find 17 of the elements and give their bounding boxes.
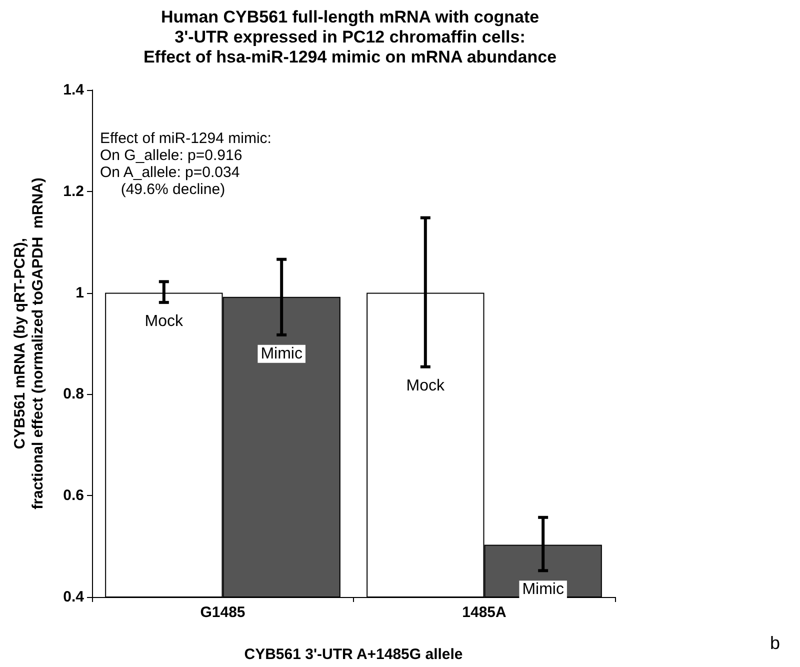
- y-tick-label: 1.2: [63, 182, 84, 200]
- y-tick-label: 0.6: [63, 487, 84, 504]
- text: Mimic: [260, 345, 302, 362]
- annotation: Effect of miR-1294 mimic: On G_allele: p=0.916 On A_allele: p=0.034 (49.6% decline): [100, 130, 272, 198]
- y-tick-label: 0.4: [63, 588, 85, 606]
- y-axis-title: CYB561 mRNA (by qRT-PCR), fractional effect (normalized toGAPDH mRNA): [12, 178, 46, 510]
- y-tick-label: 0.8: [63, 386, 84, 403]
- series-label: Mimic: [522, 581, 564, 598]
- x-tick-label: 1485A: [462, 604, 507, 621]
- text: b: [770, 633, 780, 653]
- series-label: Mock: [144, 312, 184, 330]
- chart-title: Human CYB561 full-length mRNA with cognate 3'-UTR expressed in PC12 chromaffin cells: Effect of hsa-miR-1294 mimic on mRNA abundance: [143, 8, 557, 66]
- y-tick-label: 1: [76, 284, 84, 302]
- x-axis-title: CYB561 3'-UTR A+1485G allele: [244, 646, 463, 663]
- y-tick-label: 1.4: [63, 82, 85, 98]
- text: Mock: [406, 377, 445, 394]
- x-tick-label: G1485: [200, 604, 246, 621]
